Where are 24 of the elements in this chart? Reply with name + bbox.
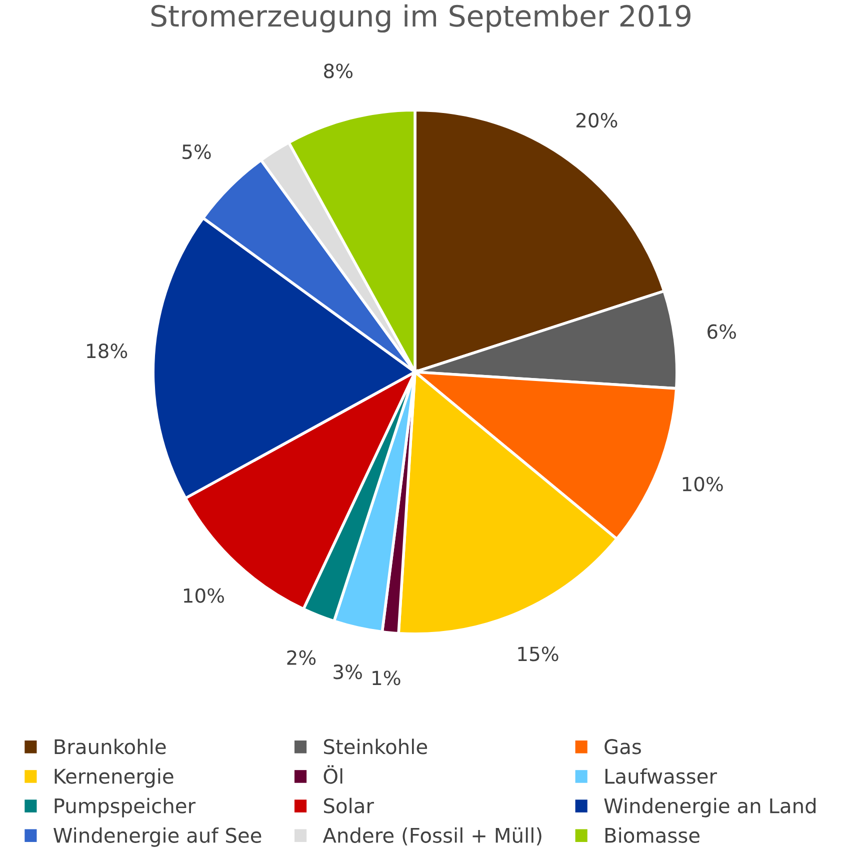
data-label: 10% xyxy=(682,476,723,492)
legend-label: Kernenergie xyxy=(54,768,174,788)
legend-label: Pumpspeicher xyxy=(54,798,196,818)
legend-label: Andere (Fossil + Müll) xyxy=(322,827,542,846)
legend-label: Biomasse xyxy=(605,827,700,843)
legend-label: Laufwasser xyxy=(605,768,718,784)
data-label: 20% xyxy=(576,112,618,128)
data-label: 5% xyxy=(182,144,211,160)
data-label: 10% xyxy=(184,588,224,603)
data-label: 3% xyxy=(334,664,362,680)
chart-title: Stromerzeugung im September 2019 xyxy=(151,4,690,33)
data-label: 2% xyxy=(287,650,316,665)
data-label: 6% xyxy=(708,324,736,339)
data-label: 15% xyxy=(518,646,558,662)
legend-label: Solar xyxy=(324,798,374,814)
legend-label: Öl xyxy=(324,765,342,784)
legend-label: Gas xyxy=(604,739,641,754)
data-label: 1% xyxy=(372,670,400,686)
legend-label: Windenergie an Land xyxy=(604,798,816,818)
data-label: 8% xyxy=(324,64,352,78)
legend-label: Windenergie auf See xyxy=(54,827,262,847)
legend-label: Braunkohle xyxy=(54,738,166,754)
legend-label: Steinkohle xyxy=(324,738,428,754)
data-label: 18% xyxy=(87,344,128,358)
